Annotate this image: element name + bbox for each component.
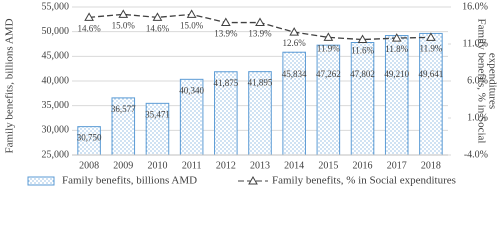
line-value-label: 15.0% (180, 20, 204, 30)
line-marker (391, 33, 402, 42)
bar-value-label: 49,641 (419, 69, 444, 79)
bar-value-label: 30,750 (77, 133, 102, 143)
y2-tick-label: -4.0% (464, 149, 488, 160)
y2-tick-label: 16.0% (462, 1, 488, 12)
y-tick-label: 25,000 (42, 149, 70, 160)
x-tick-label: 2011 (182, 160, 202, 171)
line-marker (426, 32, 436, 41)
bar-value-label: 41,875 (213, 78, 238, 88)
y-tick-label: 30,000 (42, 125, 70, 136)
y2-tick-label: 6.0% (467, 75, 488, 86)
bar-value-label: 35,471 (145, 109, 170, 119)
line-value-label: 14.6% (146, 23, 170, 33)
line-value-label: 13.9% (214, 29, 238, 39)
line-value-label: 11.9% (419, 43, 442, 53)
legend-label: Family benefits, % in Social expenditure… (272, 175, 456, 187)
line-marker (186, 9, 197, 18)
bar (316, 44, 341, 156)
line-marker (220, 17, 231, 27)
bar-value-label: 47,262 (316, 69, 341, 79)
line-marker (152, 12, 163, 21)
line-value-label: 14.6% (77, 23, 101, 33)
y-axis-label: Family benefits, billions AMD (4, 18, 16, 153)
line-value-label: 11.6% (351, 46, 374, 56)
line-value-label: 13.9% (248, 29, 272, 39)
y-tick-label: 45,000 (42, 51, 70, 62)
y2-axis-label: expenditures (486, 53, 498, 109)
x-tick-label: 2014 (284, 160, 304, 171)
line-value-label: 15.0% (112, 20, 136, 30)
line-value-label: 12.6% (283, 38, 307, 48)
y2-axis-label: Family benefits, % in Social (475, 19, 487, 144)
y2-tick-label: 1.0% (467, 112, 488, 123)
line-marker (118, 9, 129, 18)
line-marker (84, 12, 94, 21)
x-tick-label: 2017 (387, 160, 407, 171)
x-tick-label: 2018 (421, 160, 441, 171)
x-tick-label: 2008 (79, 160, 99, 171)
legend-label: Family benefits, billions AMD (62, 175, 197, 187)
line-marker (255, 17, 265, 27)
x-tick-label: 2012 (216, 160, 236, 171)
line-marker (357, 34, 368, 44)
x-tick-label: 2015 (318, 160, 338, 171)
line-marker (289, 27, 300, 36)
line-value-label: 11.8% (385, 44, 408, 54)
x-tick-label: 2009 (113, 160, 133, 171)
bar (282, 51, 306, 156)
x-tick-label: 2010 (147, 160, 167, 171)
bar-value-label: 49,210 (384, 69, 409, 79)
legend-marker (248, 175, 258, 185)
chart: 25,000 30,000 35,000 40,000 45,000 50,000 55,0… (4, 1, 499, 187)
x-tick-label: 2016 (353, 160, 373, 171)
y-tick-label: 50,000 (42, 26, 70, 37)
x-tick-label: 2013 (250, 160, 270, 171)
y-tick-label: 35,000 (42, 100, 70, 111)
line-marker (323, 32, 334, 41)
y2-tick-label: 11.0% (463, 38, 488, 49)
bar-value-label: 40,340 (179, 85, 204, 95)
bar (350, 42, 375, 156)
y-tick-label: 55,000 (42, 1, 70, 12)
legend-swatch (27, 176, 55, 186)
line-value-label: 11.9% (317, 43, 340, 53)
bar-value-label: 47,802 (350, 69, 375, 79)
bar-value-label: 36,577 (111, 104, 136, 114)
y-tick-label: 40,000 (42, 75, 70, 86)
bar-value-label: 45,834 (282, 69, 307, 79)
bar-value-label: 41,895 (248, 78, 273, 88)
